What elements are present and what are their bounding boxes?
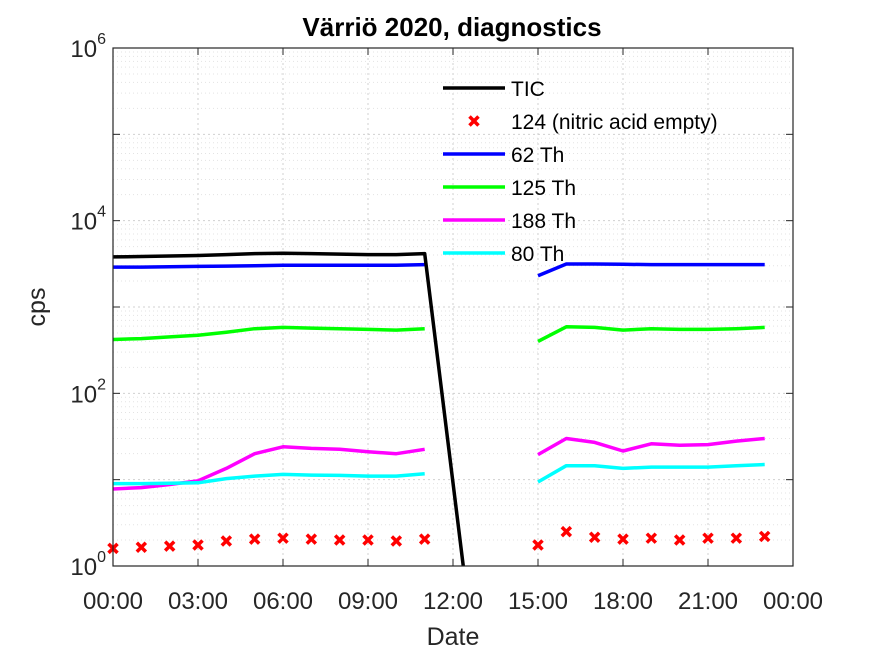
series-point-124-nitric-acid-empty bbox=[333, 534, 346, 546]
series-point-124-nitric-acid-empty bbox=[645, 532, 658, 544]
x-tick-label: 06:00 bbox=[253, 588, 313, 615]
series-line-125-th bbox=[113, 325, 425, 342]
series-line-188-th bbox=[537, 436, 765, 457]
legend-label-80-th: 80 Th bbox=[511, 243, 564, 266]
legend-label-62-th: 62 Th bbox=[511, 144, 564, 167]
series-line-125-th bbox=[537, 325, 765, 343]
series-point-124-nitric-acid-empty bbox=[588, 531, 601, 544]
legend-swatch-124-nitric-acid-empty bbox=[468, 115, 480, 127]
series-point-124-nitric-acid-empty bbox=[362, 534, 374, 546]
y-axis-label: cps bbox=[23, 288, 51, 327]
legend-label-tic: TIC bbox=[511, 78, 545, 101]
y-tick-label: 102 bbox=[70, 376, 106, 408]
y-tick-label: 106 bbox=[70, 31, 106, 63]
series-line-tic bbox=[113, 251, 466, 566]
x-tick-label: 12:00 bbox=[423, 588, 483, 615]
series-line-62-th bbox=[113, 262, 425, 269]
legend-label-124-nitric-acid-empty: 124 (nitric acid empty) bbox=[511, 111, 718, 134]
series-point-124-nitric-acid-empty bbox=[560, 525, 573, 538]
x-axis-label: Date bbox=[427, 623, 480, 651]
series-point-124-nitric-acid-empty bbox=[163, 540, 176, 552]
series-line-62-th bbox=[537, 262, 765, 278]
series-point-124-nitric-acid-empty bbox=[617, 533, 629, 545]
x-tick-label: 03:00 bbox=[168, 588, 228, 615]
series-point-124-nitric-acid-empty bbox=[220, 535, 233, 547]
x-tick-label: 18:00 bbox=[593, 588, 653, 615]
x-tick-labels: 00:00 03:00 06:00 09:00 12:00 15:00 18:00 21:00… bbox=[83, 588, 823, 615]
y-tick-label: 100 bbox=[70, 549, 106, 581]
legend-label-188-th: 188 Th bbox=[511, 210, 576, 233]
x-tick-label: 09:00 bbox=[338, 588, 398, 615]
chart-title: Värriö 2020, diagnostics bbox=[302, 12, 601, 42]
axis-ticks bbox=[112, 47, 794, 567]
series-point-124-nitric-acid-empty bbox=[673, 534, 686, 546]
legend-label-125-th: 125 Th bbox=[511, 177, 576, 200]
series-layer bbox=[107, 251, 771, 566]
series-point-124-nitric-acid-empty bbox=[135, 541, 148, 553]
series-point-124-nitric-acid-empty bbox=[702, 532, 714, 544]
series-point-124-nitric-acid-empty bbox=[418, 533, 431, 545]
x-tick-label: 00:00 bbox=[83, 588, 143, 615]
series-point-124-nitric-acid-empty bbox=[192, 539, 204, 551]
y-tick-labels: 100 102 104 106 bbox=[70, 31, 106, 581]
series-line-80-th bbox=[537, 462, 765, 484]
series-line-80-th bbox=[113, 472, 425, 486]
x-tick-label: 15:00 bbox=[508, 588, 568, 615]
series-point-124-nitric-acid-empty bbox=[390, 535, 403, 547]
series-point-124-nitric-acid-empty bbox=[248, 533, 261, 545]
series-point-124-nitric-acid-empty bbox=[532, 539, 544, 551]
series-point-124-nitric-acid-empty bbox=[277, 532, 289, 544]
legend: TIC 124 (nitric acid empty) 62 Th 125 Th 188… bbox=[443, 78, 718, 266]
series-point-124-nitric-acid-empty bbox=[758, 530, 771, 543]
x-tick-label: 21:00 bbox=[678, 588, 738, 615]
series-point-124-nitric-acid-empty bbox=[305, 533, 318, 545]
y-tick-label: 104 bbox=[70, 204, 106, 236]
x-tick-label: 00:00 bbox=[763, 588, 823, 615]
series-point-124-nitric-acid-empty bbox=[730, 532, 743, 544]
